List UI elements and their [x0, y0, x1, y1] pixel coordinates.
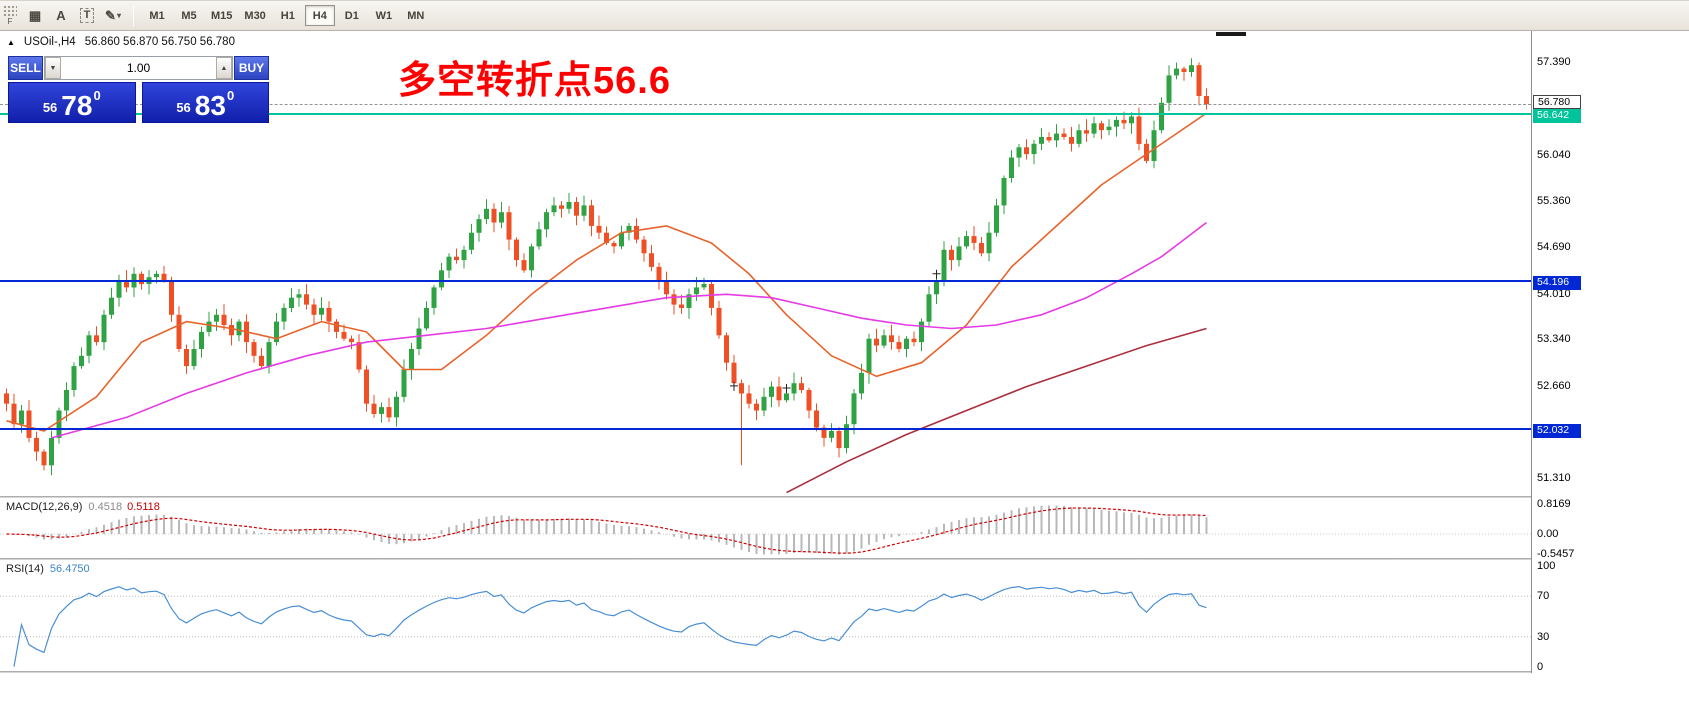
axis-tick-label: 54.010: [1537, 287, 1571, 300]
axis-price-box: 54.196: [1533, 275, 1581, 290]
drawing-objects-tool-button[interactable]: ✎ ▾: [100, 4, 126, 28]
timeframe-m1-button[interactable]: M1: [142, 5, 172, 26]
timeframe-w1-button[interactable]: W1: [369, 5, 399, 26]
timeframe-mn-button[interactable]: MN: [401, 5, 431, 26]
toolbar-handle-label: F: [7, 17, 13, 26]
axis-tick-label: 53.340: [1537, 333, 1571, 346]
chart-scroll-marker: [1216, 32, 1246, 36]
ohlc-values: 56.860 56.870 56.750 56.780: [84, 36, 235, 48]
buy-button[interactable]: BUY: [234, 56, 269, 80]
macd-name: MACD(12,26,9): [6, 501, 83, 513]
macd-label: MACD(12,26,9) 0.4518 0.5118: [6, 501, 160, 513]
rsi-value: 56.4750: [49, 563, 90, 575]
rsi-name: RSI(14): [6, 563, 44, 575]
axis-tick-label: 57.390: [1537, 56, 1571, 69]
axis-price-box: 56.780: [1533, 95, 1581, 110]
axis-tick-label: 0.8169: [1537, 498, 1571, 510]
sell-button[interactable]: SELL: [8, 56, 43, 80]
timeframe-m15-button[interactable]: M15: [206, 5, 237, 26]
one-click-trading-panel: SELL ▼ ▲ BUY 56 78 0 56 83 0: [8, 56, 269, 123]
axis-price-box: 56.642: [1533, 108, 1581, 123]
chart-text-annotation: 多空转折点56.6: [398, 60, 671, 102]
timeframe-group: M1 M5 M15 M30 H1 H4 D1 W1 MN: [141, 5, 432, 26]
lot-size-input[interactable]: [61, 57, 216, 79]
axis-tick-label: 70: [1537, 590, 1550, 603]
axis-tick-label: 30: [1537, 630, 1550, 643]
symbol-timeframe-label: USOil-,H4: [23, 36, 76, 48]
buy-price-integer: 56: [176, 100, 191, 115]
timeframe-h4-button[interactable]: H4: [304, 5, 335, 26]
axis-tick-label: 0.00: [1537, 528, 1559, 540]
axis-tick-label: 100: [1537, 560, 1556, 572]
sell-price-pip-digit: 0: [93, 88, 101, 103]
macd-value-2: 0.5118: [127, 501, 160, 513]
macd-value-1: 0.4518: [88, 501, 123, 513]
timeframe-m5-button[interactable]: M5: [174, 5, 204, 26]
axis-tick-label: 54.690: [1537, 241, 1571, 254]
sell-price-integer: 56: [42, 100, 58, 115]
pattern-grid-tool-button[interactable]: ▦: [22, 4, 48, 28]
rsi-indicator-pane[interactable]: RSI(14) 56.4750: [0, 560, 1531, 671]
macd-chart: [0, 505, 1531, 555]
pane-separator[interactable]: [0, 496, 1689, 498]
lot-size-stepper: ▼ ▲: [44, 56, 233, 80]
rsi-label: RSI(14) 56.4750: [6, 563, 90, 575]
axis-tick-label: 51.310: [1537, 472, 1571, 485]
lot-decrease-button[interactable]: ▼: [45, 57, 61, 79]
axis-tick-label: 52.660: [1537, 379, 1571, 392]
axis-tick-label: 0: [1537, 661, 1544, 673]
chart-header: ▲ USOil-,H4 56.860 56.870 56.750 56.780: [7, 36, 235, 48]
axis-tick-label: 56.040: [1537, 148, 1571, 161]
tool-group: ▦ A T ✎ ▾: [22, 4, 126, 28]
buy-price-pip-digit: 0: [226, 88, 235, 103]
timeframe-h1-button[interactable]: H1: [273, 5, 303, 26]
toolbar: F ▦ A T ✎ ▾ M1 M5 M15 M30 H1 H4 D1 W1 MN: [0, 1, 1689, 31]
toolbar-separator: [133, 4, 134, 27]
axis-price-box: 52.032: [1533, 423, 1581, 438]
sell-price-button[interactable]: 56 78 0: [8, 82, 136, 123]
axis-tick-label: 55.360: [1537, 195, 1571, 208]
dots-grid-icon: [3, 5, 17, 18]
macd-indicator-pane[interactable]: MACD(12,26,9) 0.4518 0.5118: [0, 498, 1531, 558]
pane-separator[interactable]: [0, 558, 1689, 560]
timeframe-d1-button[interactable]: D1: [337, 5, 367, 26]
lot-increase-button[interactable]: ▲: [216, 57, 232, 79]
buy-price-main-digits: 83: [194, 90, 226, 121]
price-scale[interactable]: 57.390 56.040 55.360 54.690 54.010 53.340 52.6…: [1531, 31, 1689, 673]
candlestick-chart: [4, 58, 1209, 494]
sell-price-main-digits: 78: [61, 90, 93, 121]
toolbar-drag-handle[interactable]: F: [3, 5, 17, 26]
timeframe-m30-button[interactable]: M30: [239, 5, 270, 26]
rsi-chart: [0, 585, 1531, 667]
text-box-tool-button[interactable]: T: [74, 4, 100, 28]
axis-tick-label: -0.5457: [1537, 548, 1575, 561]
pane-separator[interactable]: [0, 671, 1689, 673]
text-label-tool-button[interactable]: A: [48, 4, 74, 28]
collapse-trade-panel-icon[interactable]: ▲: [7, 37, 15, 47]
buy-price-button[interactable]: 56 83 0: [141, 82, 269, 123]
